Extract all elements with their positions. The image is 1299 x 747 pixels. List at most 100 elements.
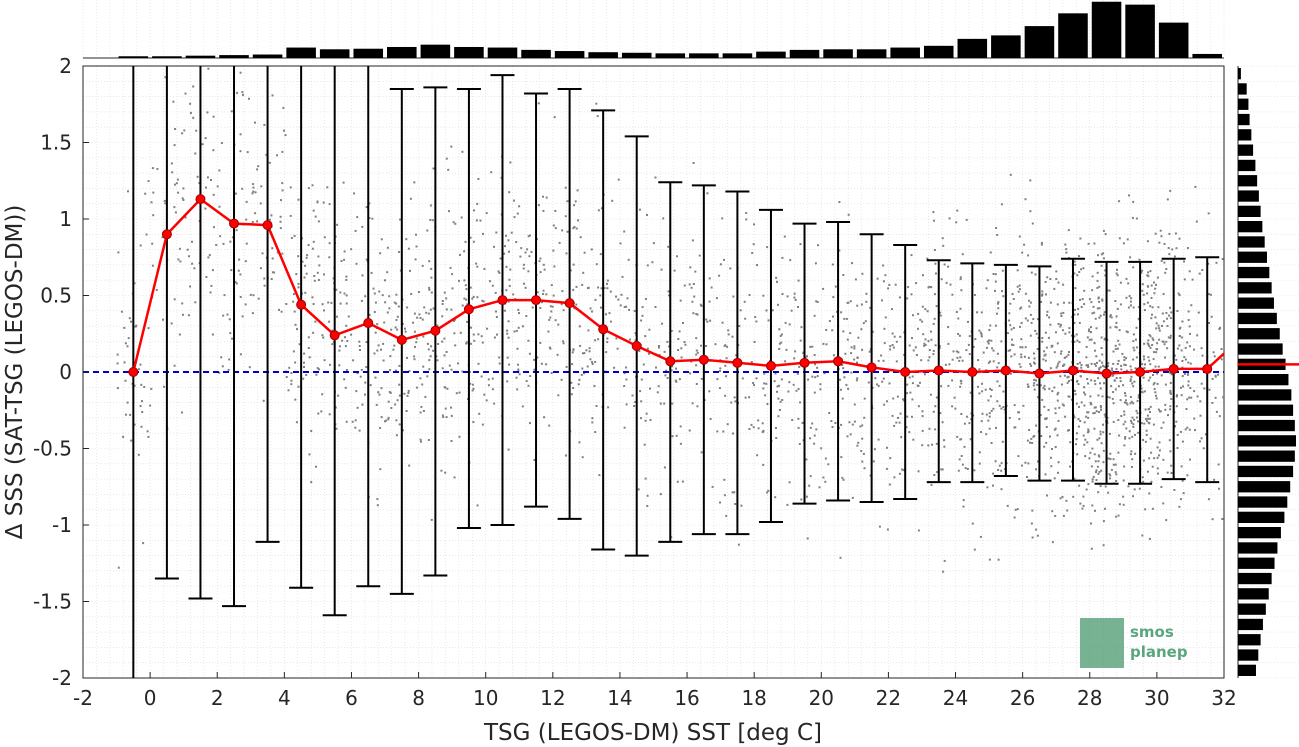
scatter-point [478, 412, 481, 415]
scatter-point [869, 306, 872, 309]
scatter-point [562, 309, 565, 312]
scatter-point [947, 384, 950, 387]
scatter-point [834, 285, 837, 288]
scatter-point [481, 299, 484, 302]
scatter-point [128, 317, 131, 320]
scatter-point [311, 296, 314, 299]
scatter-point [140, 383, 143, 386]
scatter-point [295, 273, 298, 276]
scatter-point [1042, 387, 1045, 389]
scatter-point [283, 129, 285, 132]
scatter-point [922, 333, 925, 336]
scatter-point [1184, 358, 1187, 361]
scatter-point [891, 308, 893, 311]
x-tick-label: 12 [540, 686, 565, 710]
scatter-point [432, 167, 435, 170]
scatter-point [1125, 277, 1128, 280]
scatter-point [1101, 299, 1104, 302]
scatter-point [1122, 384, 1125, 387]
scatter-point [591, 361, 593, 364]
scatter-point [1049, 435, 1051, 438]
scatter-point [1051, 541, 1054, 544]
scatter-point [898, 421, 901, 424]
scatter-point [288, 366, 291, 369]
top-hist-bar [1192, 53, 1222, 58]
scatter-point [463, 279, 466, 282]
scatter-point [415, 245, 418, 248]
scatter-point [739, 309, 742, 312]
scatter-point [1099, 387, 1102, 390]
scatter-point [1147, 408, 1150, 411]
scatter-point [133, 282, 136, 285]
scatter-point [985, 413, 988, 416]
top-hist-bar [890, 47, 920, 58]
scatter-point [1091, 289, 1094, 292]
scatter-point [122, 435, 125, 438]
scatter-point [378, 290, 381, 293]
scatter-point [359, 375, 362, 378]
scatter-point [558, 241, 561, 244]
scatter-point [1030, 321, 1033, 324]
scatter-point [990, 409, 993, 412]
scatter-point [599, 294, 602, 297]
scatter-point [1188, 345, 1191, 348]
scatter-point [1169, 189, 1172, 192]
scatter-point [513, 216, 516, 219]
scatter-point [207, 256, 210, 259]
scatter-point [344, 345, 347, 348]
scatter-point [453, 476, 456, 479]
scatter-point [628, 308, 631, 311]
scatter-point [1078, 341, 1081, 344]
scatter-point [1149, 437, 1152, 440]
scatter-point [997, 558, 1000, 561]
scatter-point [935, 442, 938, 445]
scatter-point [528, 255, 531, 258]
top-hist-bar [454, 46, 484, 58]
scatter-point [1153, 382, 1156, 384]
scatter-point [378, 393, 381, 396]
scatter-point [445, 416, 448, 419]
scatter-point [1109, 452, 1112, 455]
scatter-point [646, 505, 649, 507]
scatter-point [443, 354, 446, 357]
scatter-point [776, 280, 778, 283]
scatter-point [384, 420, 386, 423]
scatter-point [1044, 331, 1047, 334]
scatter-point [355, 390, 358, 393]
scatter-point [1126, 238, 1129, 241]
scatter-point [1043, 405, 1046, 408]
scatter-point [1180, 349, 1183, 352]
scatter-point [126, 401, 129, 404]
scatter-point [161, 236, 164, 239]
scatter-point [461, 370, 464, 373]
scatter-point [1070, 398, 1073, 401]
scatter-point [1097, 297, 1100, 300]
scatter-point [780, 378, 783, 381]
scatter-point [886, 528, 889, 531]
scatter-point [1104, 274, 1107, 277]
scatter-point [471, 389, 474, 392]
scatter-point [465, 342, 468, 345]
scatter-point [443, 337, 446, 340]
scatter-point [715, 297, 718, 300]
scatter-point [515, 329, 518, 332]
scatter-point [213, 226, 215, 229]
scatter-point [762, 463, 765, 466]
scatter-point [493, 336, 496, 339]
scatter-point [708, 390, 711, 393]
scatter-point [891, 344, 894, 346]
scatter-point [187, 314, 190, 317]
scatter-point [726, 423, 729, 426]
scatter-point [377, 391, 380, 394]
scatter-point [442, 416, 445, 418]
scatter-point [476, 265, 479, 268]
scatter-point [1194, 185, 1197, 188]
scatter-point [459, 253, 461, 256]
scatter-point [708, 300, 711, 303]
scatter-point [554, 319, 557, 322]
scatter-point [908, 376, 911, 379]
scatter-point [1012, 344, 1015, 347]
scatter-point [887, 287, 890, 290]
scatter-point [428, 359, 431, 362]
scatter-point [218, 371, 221, 374]
